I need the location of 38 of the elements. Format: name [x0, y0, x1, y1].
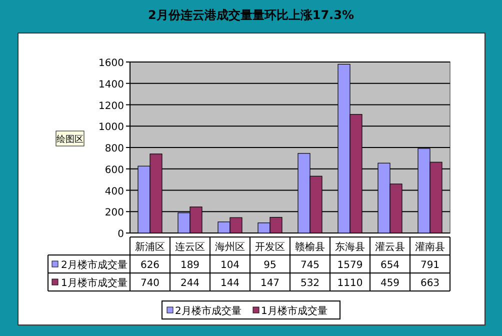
x-tick-label: 灌南县 [415, 241, 445, 253]
legend: 2月楼市成交量 1月楼市成交量 [162, 300, 340, 320]
y-tick-label: 1400 [98, 79, 124, 90]
x-tick-label: 海州区 [215, 241, 245, 253]
text: 绘图区 [56, 134, 84, 145]
data-label: 244 [180, 278, 200, 289]
x-tick-label: 东海县 [335, 241, 365, 253]
y-tick-label: 200 [104, 208, 124, 219]
data-label: 95 [264, 260, 276, 271]
data-label: 663 [420, 278, 440, 289]
x-tick-label: 赣榆县 [295, 241, 325, 253]
chart-title: 2月份连云港成交量量环比上涨17.3% [148, 8, 354, 22]
data-label: 740 [140, 278, 160, 289]
x-tick-label: 新浦区 [135, 241, 165, 253]
y-tick-label: 800 [104, 144, 124, 154]
data-label: 1110 [337, 278, 363, 289]
data-label: 147 [260, 278, 280, 289]
y-tick-label: 0 [118, 229, 124, 240]
data-label: 745 [300, 260, 320, 271]
data-label: 459 [380, 278, 400, 289]
data-label: 144 [220, 278, 240, 289]
x-tick-label: 连云区 [175, 241, 205, 253]
y-tick-label: 600 [104, 164, 124, 176]
data-label: 189 [180, 260, 200, 271]
legend-label: 2月楼市成交量 [61, 259, 128, 271]
x-tick-label: 灌云县 [375, 241, 405, 253]
data-label: 1579 [337, 260, 363, 271]
legend-label: 1月楼市成交量 [61, 277, 128, 289]
data-label: 626 [140, 260, 160, 271]
data-label: 791 [420, 260, 440, 271]
y-tick-label: 1600 [98, 58, 124, 69]
data-label: 654 [380, 260, 400, 271]
data-label: 532 [300, 278, 320, 289]
data-label: 104 [220, 260, 240, 271]
y-tick-label: 1200 [98, 100, 124, 112]
y-tick-label: 400 [104, 186, 124, 198]
y-tick-label: 1000 [98, 122, 124, 134]
x-tick-label: 开发区 [255, 242, 285, 253]
